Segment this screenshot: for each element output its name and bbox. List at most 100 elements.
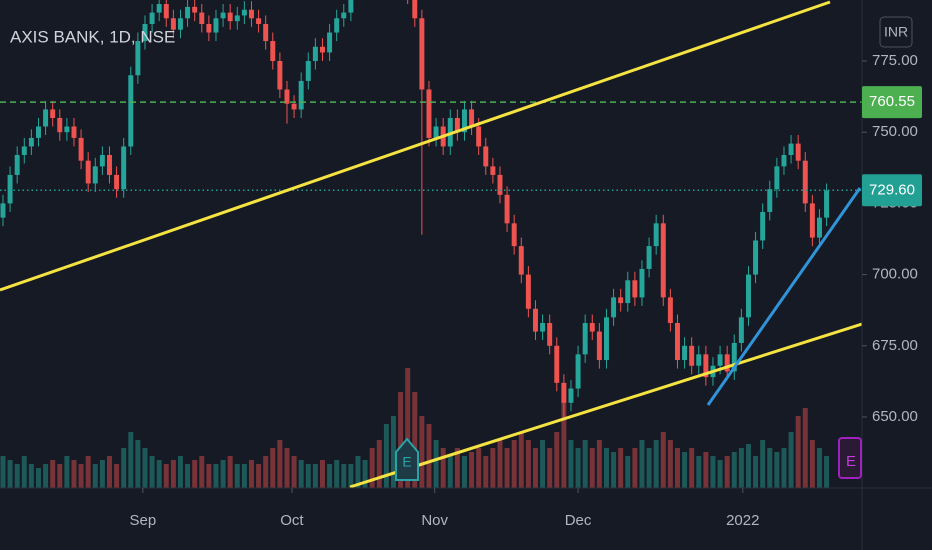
volume-bar — [327, 464, 333, 488]
volume-bar — [639, 440, 645, 488]
event-earnings[interactable]: E — [395, 437, 419, 481]
candle-body — [525, 274, 531, 309]
volume-bar — [78, 464, 84, 488]
x-tick-label: Oct — [280, 512, 304, 529]
candle-body — [774, 166, 780, 190]
volume-bar — [355, 456, 361, 488]
candle-body — [653, 223, 659, 247]
volume-bar — [440, 448, 446, 488]
y-tick-label: 750.00 — [872, 123, 918, 140]
candle-body — [611, 297, 617, 318]
volume-bar — [774, 452, 780, 488]
candle-body — [64, 126, 70, 133]
volume-bar — [234, 464, 240, 488]
volume-bar — [660, 432, 666, 488]
volume-bar — [312, 464, 318, 488]
volume-bar — [57, 464, 63, 488]
volume-bar — [461, 456, 467, 488]
candle-body — [14, 154, 20, 175]
volume-bar — [135, 440, 141, 488]
volume-bar — [554, 432, 560, 488]
candle-body — [660, 223, 666, 298]
volume-bar — [753, 456, 759, 488]
volume-bar — [99, 460, 105, 488]
volume-bar — [582, 440, 588, 488]
candle-body — [192, 6, 198, 13]
volume-bar — [71, 460, 77, 488]
candle-body — [412, 0, 418, 19]
volume-bar — [128, 432, 134, 488]
volume-bar — [270, 448, 276, 488]
volume-bar — [525, 440, 531, 488]
candle-body — [632, 280, 638, 298]
volume-bar — [319, 460, 325, 488]
event-earnings[interactable]: E — [838, 437, 862, 479]
candle-body — [227, 12, 233, 22]
candle-body — [177, 18, 183, 30]
candle-body — [582, 323, 588, 355]
candle-body — [689, 345, 695, 366]
volume-bar — [277, 440, 283, 488]
volume-bar — [92, 464, 98, 488]
candle-body — [85, 160, 91, 184]
candle-body — [760, 211, 766, 241]
volume-bar — [256, 464, 262, 488]
candle-body — [50, 109, 56, 118]
candle-body — [568, 388, 574, 403]
volume-bar — [483, 456, 489, 488]
candle-body — [603, 317, 609, 361]
volume-bar — [490, 448, 496, 488]
candle-body — [824, 190, 830, 218]
chart-title: AXIS BANK, 1D, NSE — [10, 27, 175, 46]
volume-bar — [106, 456, 112, 488]
volume-bar — [674, 448, 680, 488]
volume-bar — [334, 460, 340, 488]
candle-body — [170, 18, 176, 30]
candle-body — [554, 345, 560, 383]
candle-body — [426, 89, 432, 138]
candle-body — [234, 15, 240, 22]
candle-body — [185, 6, 191, 19]
candle-body — [121, 146, 127, 190]
volume-bar — [710, 456, 716, 488]
candle-body — [270, 41, 276, 62]
volume-bar — [646, 448, 652, 488]
volume-bar — [21, 456, 27, 488]
candle-body — [0, 203, 6, 218]
y-tick-label: 775.00 — [872, 52, 918, 69]
candle-body — [561, 382, 567, 403]
candle-body — [469, 109, 475, 127]
volume-bar — [802, 408, 808, 488]
y-tick-label: 650.00 — [872, 408, 918, 425]
volume-bar — [454, 448, 460, 488]
volume-bar — [121, 448, 127, 488]
volume-bar — [369, 448, 375, 488]
volume-bar — [28, 464, 34, 488]
candle-body — [696, 354, 702, 366]
trendline — [706, 187, 862, 406]
volume-bar — [767, 448, 773, 488]
candle-body — [625, 280, 631, 304]
candle-body — [71, 126, 77, 138]
volume-bar — [35, 468, 41, 488]
volume-bar — [220, 460, 226, 488]
candle-body — [327, 32, 333, 53]
volume-bar — [745, 444, 751, 488]
volume-bar — [248, 460, 254, 488]
candle-body — [667, 297, 673, 324]
volume-bar — [85, 456, 91, 488]
volume-bar — [341, 464, 347, 488]
currency: INR — [884, 24, 908, 40]
event-icon — [838, 437, 862, 479]
candle-body — [682, 345, 688, 361]
candle-body — [518, 246, 524, 275]
volume-bar — [731, 452, 737, 488]
candle-body — [504, 194, 510, 224]
volume-bar — [696, 456, 702, 488]
volume-bar — [781, 448, 787, 488]
currency-box[interactable] — [879, 16, 913, 48]
channel-top — [0, 0, 831, 292]
price-label-box — [862, 174, 922, 207]
volume-bar — [206, 464, 212, 488]
price-label: 760.55 — [869, 93, 915, 110]
